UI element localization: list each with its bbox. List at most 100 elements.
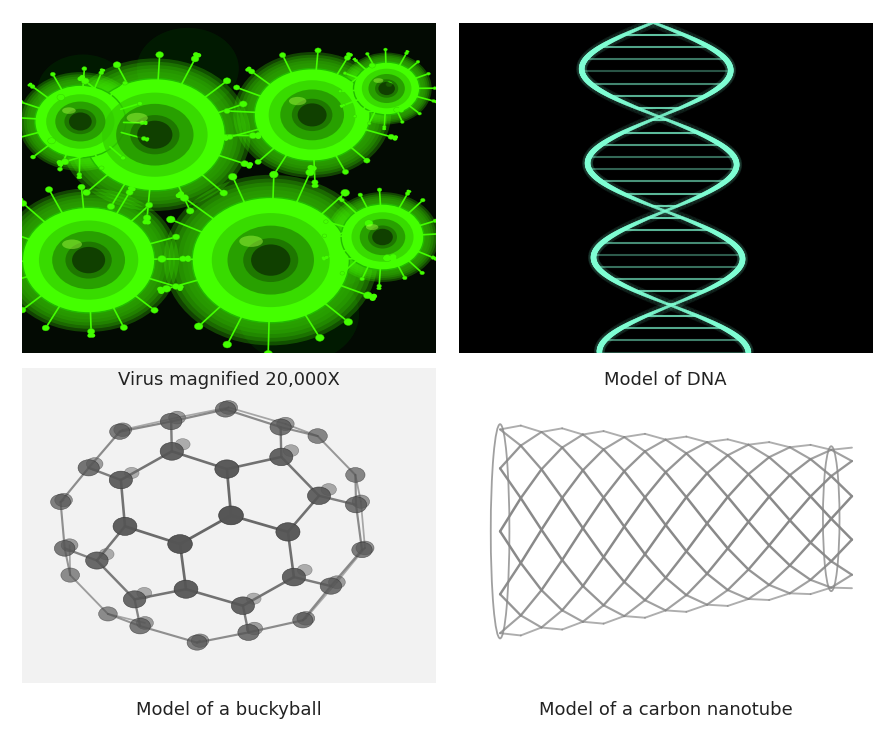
Circle shape	[336, 200, 428, 274]
Circle shape	[247, 67, 251, 70]
Circle shape	[145, 220, 151, 224]
Circle shape	[151, 308, 158, 314]
Circle shape	[191, 56, 198, 62]
Circle shape	[56, 160, 63, 164]
Circle shape	[79, 176, 82, 179]
Circle shape	[131, 513, 145, 523]
Circle shape	[387, 134, 394, 140]
Ellipse shape	[239, 236, 263, 247]
Circle shape	[160, 413, 181, 430]
Circle shape	[343, 319, 352, 326]
Circle shape	[246, 622, 263, 634]
Circle shape	[263, 356, 269, 362]
Circle shape	[390, 254, 396, 260]
Circle shape	[351, 542, 372, 558]
Circle shape	[20, 200, 27, 206]
Circle shape	[350, 59, 423, 118]
Circle shape	[185, 256, 190, 260]
Circle shape	[188, 530, 201, 540]
Circle shape	[72, 247, 105, 273]
Circle shape	[182, 190, 358, 330]
Circle shape	[39, 220, 138, 300]
Circle shape	[173, 234, 180, 240]
Circle shape	[18, 197, 23, 202]
Circle shape	[276, 417, 294, 430]
Circle shape	[440, 233, 443, 236]
Circle shape	[146, 137, 149, 140]
Circle shape	[179, 256, 187, 262]
Circle shape	[279, 53, 285, 58]
Circle shape	[390, 256, 396, 262]
Circle shape	[78, 184, 85, 190]
Circle shape	[192, 197, 349, 322]
Circle shape	[19, 308, 26, 313]
Circle shape	[14, 201, 163, 320]
Circle shape	[308, 429, 327, 443]
Circle shape	[356, 541, 374, 555]
Circle shape	[47, 138, 55, 144]
Circle shape	[367, 226, 397, 248]
Circle shape	[440, 232, 443, 234]
Circle shape	[234, 256, 289, 300]
Circle shape	[345, 56, 427, 122]
Circle shape	[251, 244, 290, 276]
Circle shape	[340, 272, 344, 275]
Circle shape	[59, 58, 250, 211]
Circle shape	[141, 136, 147, 140]
Circle shape	[107, 203, 114, 209]
Circle shape	[256, 134, 261, 139]
Circle shape	[400, 121, 404, 124]
Circle shape	[77, 176, 80, 178]
Circle shape	[113, 518, 137, 536]
Circle shape	[375, 80, 398, 98]
Circle shape	[158, 289, 164, 294]
Circle shape	[99, 548, 114, 560]
Circle shape	[232, 455, 247, 466]
Circle shape	[42, 325, 49, 331]
Circle shape	[65, 242, 112, 278]
Circle shape	[383, 255, 391, 262]
Circle shape	[144, 121, 148, 124]
Circle shape	[399, 106, 403, 110]
Circle shape	[137, 121, 173, 148]
Circle shape	[15, 136, 21, 140]
Circle shape	[270, 419, 291, 435]
Circle shape	[196, 53, 201, 58]
Circle shape	[186, 208, 194, 214]
Circle shape	[227, 226, 314, 295]
Circle shape	[351, 495, 369, 508]
Circle shape	[342, 72, 346, 75]
Circle shape	[22, 207, 155, 313]
Circle shape	[359, 277, 364, 280]
Circle shape	[430, 256, 435, 260]
Circle shape	[382, 125, 385, 128]
Circle shape	[340, 198, 344, 202]
Circle shape	[120, 325, 127, 331]
Circle shape	[321, 484, 336, 496]
Circle shape	[255, 159, 261, 164]
Circle shape	[223, 78, 231, 84]
Circle shape	[233, 52, 391, 178]
Circle shape	[339, 196, 342, 200]
Circle shape	[90, 334, 95, 338]
Circle shape	[434, 258, 437, 261]
Circle shape	[347, 57, 426, 120]
Circle shape	[142, 220, 148, 224]
Circle shape	[81, 67, 87, 70]
Circle shape	[88, 328, 95, 334]
Circle shape	[57, 94, 64, 100]
Circle shape	[376, 284, 381, 288]
Circle shape	[86, 552, 108, 569]
Circle shape	[146, 202, 153, 208]
Circle shape	[30, 155, 36, 159]
Circle shape	[266, 356, 273, 362]
Circle shape	[223, 341, 232, 348]
Circle shape	[72, 68, 238, 201]
Circle shape	[246, 593, 261, 604]
Circle shape	[101, 69, 105, 72]
Circle shape	[173, 182, 367, 338]
Circle shape	[243, 238, 298, 282]
Circle shape	[376, 287, 379, 290]
Circle shape	[369, 296, 375, 301]
Circle shape	[46, 94, 114, 148]
